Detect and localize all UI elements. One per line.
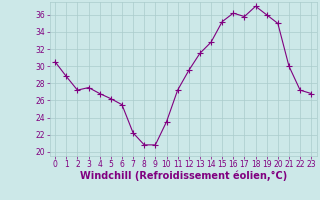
X-axis label: Windchill (Refroidissement éolien,°C): Windchill (Refroidissement éolien,°C) [80, 171, 287, 181]
